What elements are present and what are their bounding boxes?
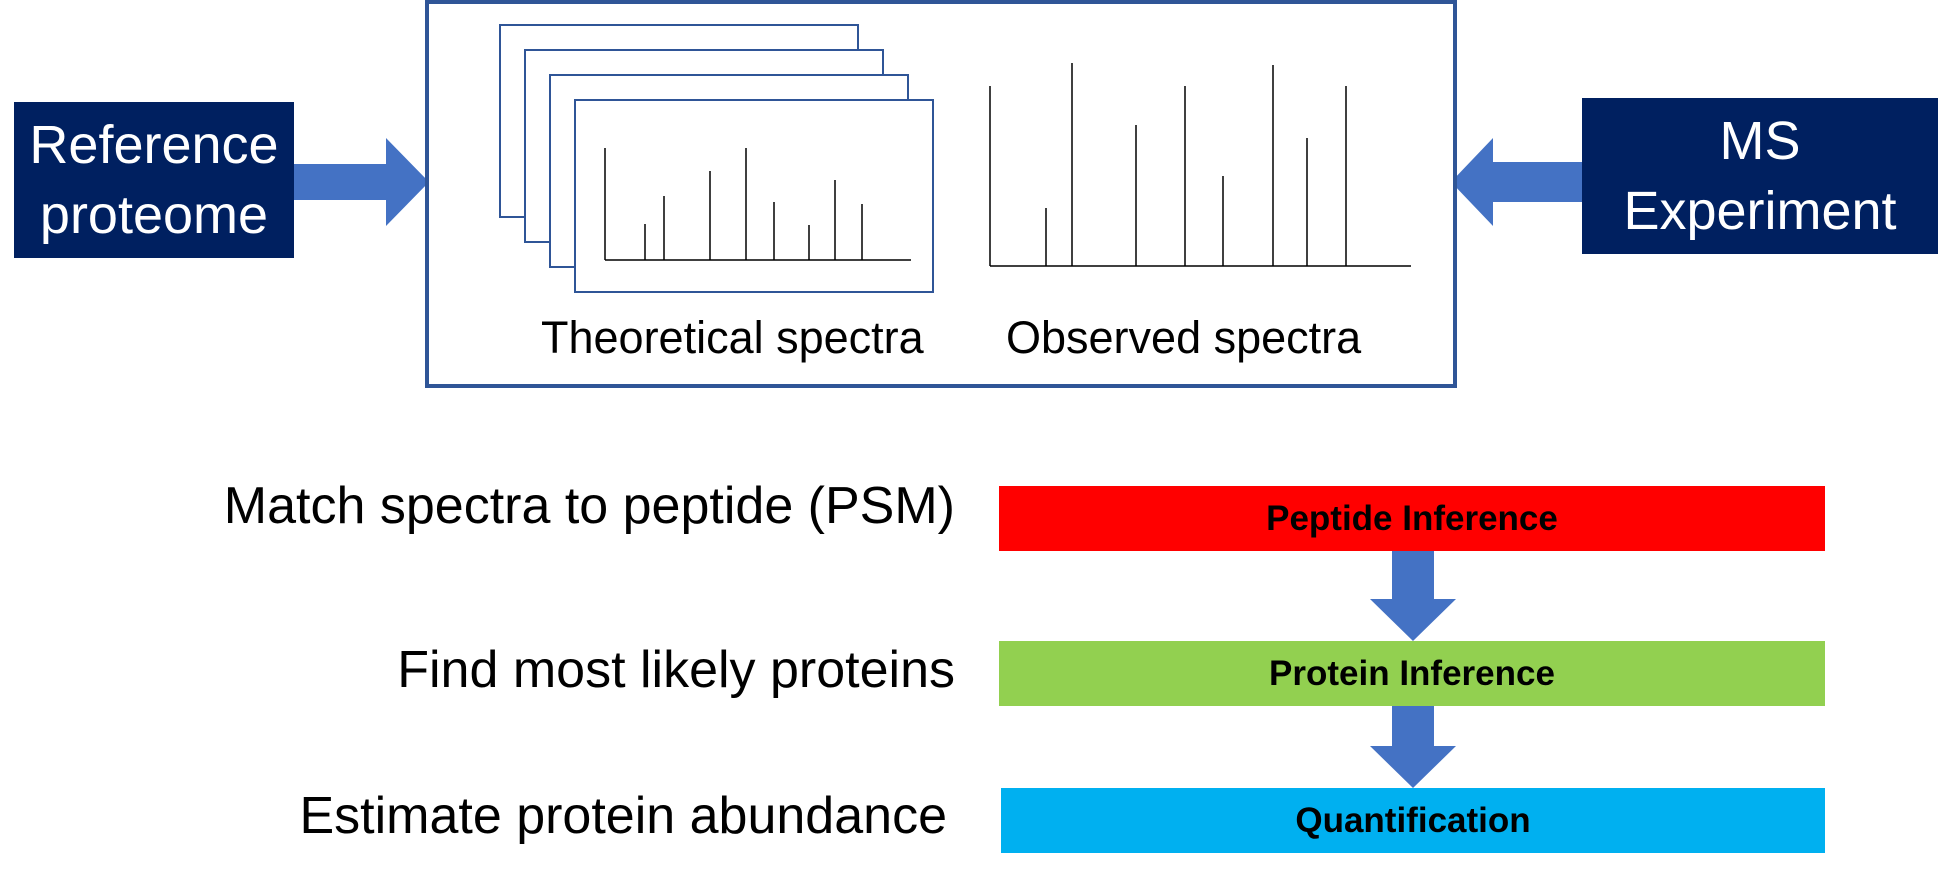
peptide-inference-bar: Peptide Inference <box>999 486 1825 551</box>
down-arrow-icon <box>1370 551 1456 641</box>
observed-spectra-icon <box>989 63 1411 267</box>
peptide-inference-label: Peptide Inference <box>1266 498 1558 538</box>
theoretical-spectra-label: Theoretical spectra <box>541 312 924 363</box>
quantification-bar: Quantification <box>1001 788 1825 853</box>
down-arrow-icon <box>1370 706 1456 788</box>
reference-proteome-box: Reference proteome <box>14 102 294 258</box>
right-arrow-icon <box>294 138 429 226</box>
ms-experiment-line-2: Experiment <box>1623 181 1897 241</box>
protein-inference-bar: Protein Inference <box>999 641 1825 706</box>
reference-proteome-line-2: proteome <box>39 185 269 245</box>
protein-inference-label: Protein Inference <box>1269 653 1555 693</box>
step-label-abundance: Estimate protein abundance <box>299 787 947 845</box>
step-label-proteins: Find most likely proteins <box>397 641 955 699</box>
left-arrow-icon <box>1451 138 1582 226</box>
ms-experiment-line-1: MS <box>1719 111 1801 171</box>
theoretical-spectra-icon <box>499 24 934 293</box>
observed-spectra-label: Observed spectra <box>1006 312 1362 363</box>
step-label-psm: Match spectra to peptide (PSM) <box>223 477 955 535</box>
reference-proteome-line-1: Reference <box>29 115 279 175</box>
quantification-label: Quantification <box>1295 800 1531 840</box>
ms-experiment-box: MS Experiment <box>1582 98 1938 254</box>
